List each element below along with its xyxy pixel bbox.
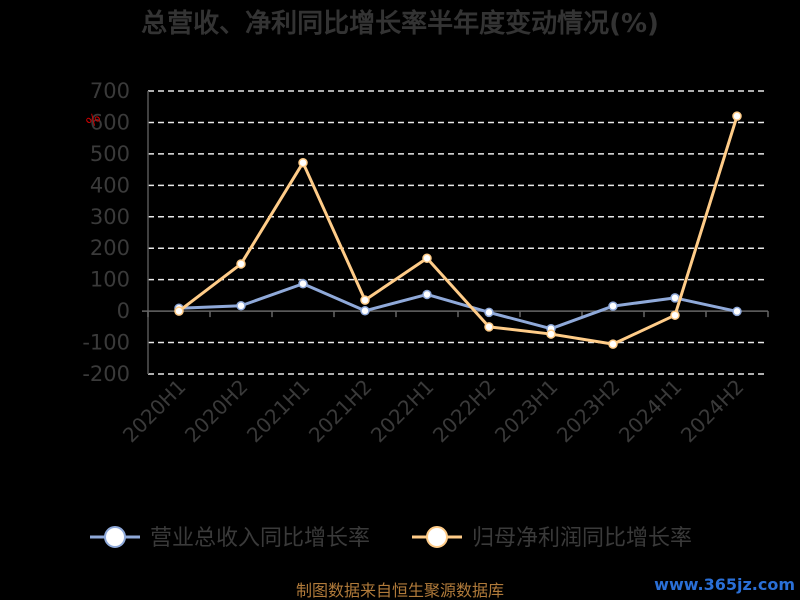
y-tick-labels: -200 -100 0 100 200 300 400 500 600 700 — [82, 79, 130, 386]
x-tick-labels: 2020H12020H22021H12021H22022H12022H22023… — [118, 375, 749, 448]
source-note: 制图数据来自恒生聚源数据库 — [296, 581, 504, 600]
series-0-point — [484, 307, 494, 318]
y-tick-label: 300 — [90, 205, 130, 229]
axes — [142, 91, 769, 374]
series-1-point — [732, 111, 742, 121]
x-tick-label: 2023H2 — [552, 375, 625, 448]
legend-marker — [426, 526, 448, 548]
series-0-point — [608, 301, 618, 311]
legend-marker — [104, 526, 126, 548]
legend-label: 归母净利润同比增长率 — [472, 526, 692, 551]
series-1-point — [298, 157, 308, 168]
y-tick-label: -100 — [82, 331, 130, 355]
series-0-point — [360, 306, 370, 316]
series-0-point — [236, 301, 246, 311]
x-tick-label: 2022H2 — [428, 375, 501, 448]
series-1-point — [422, 253, 432, 264]
series-line-0 — [178, 282, 738, 331]
x-tick-label: 2020H2 — [180, 375, 253, 448]
series-1-point — [484, 322, 494, 332]
series-1-point — [236, 259, 246, 269]
legend: 营业总收入同比增长率 归母净利润同比增长率 — [90, 526, 692, 551]
series-1-point — [546, 329, 556, 339]
y-tick-label: 400 — [90, 173, 130, 197]
x-tick-label: 2023H1 — [490, 375, 563, 448]
series-0-point — [422, 289, 432, 300]
series-1-point — [360, 295, 370, 305]
grid — [148, 90, 768, 375]
x-tick-label: 2024H2 — [676, 375, 749, 448]
x-tick-label: 2024H1 — [614, 375, 687, 448]
x-tick-label: 2022H1 — [366, 375, 439, 448]
y-tick-label: 600 — [90, 110, 130, 134]
series-0-point — [670, 293, 680, 303]
legend-label: 营业总收入同比增长率 — [150, 526, 370, 551]
y-tick-label: 700 — [90, 79, 130, 103]
series-1-point — [670, 310, 680, 320]
x-tick-label: 2021H2 — [304, 375, 377, 448]
series-0-point — [298, 279, 308, 289]
y-tick-label: 0 — [117, 299, 130, 323]
chart-title: 总营收、净利同比增长率半年度变动情况(%) — [141, 8, 659, 39]
x-tick-label: 2021H1 — [242, 375, 315, 448]
series-1-point — [608, 339, 618, 349]
y-tick-label: 500 — [90, 142, 130, 166]
series-0-point — [732, 306, 742, 317]
series-layer — [174, 111, 742, 349]
watermark: www.365jz.com — [654, 575, 795, 594]
y-tick-label: -200 — [82, 362, 130, 386]
series-1-point — [174, 306, 184, 316]
y-tick-label: 100 — [90, 268, 130, 292]
series-line-1 — [178, 115, 739, 346]
y-tick-label: 200 — [90, 236, 130, 260]
